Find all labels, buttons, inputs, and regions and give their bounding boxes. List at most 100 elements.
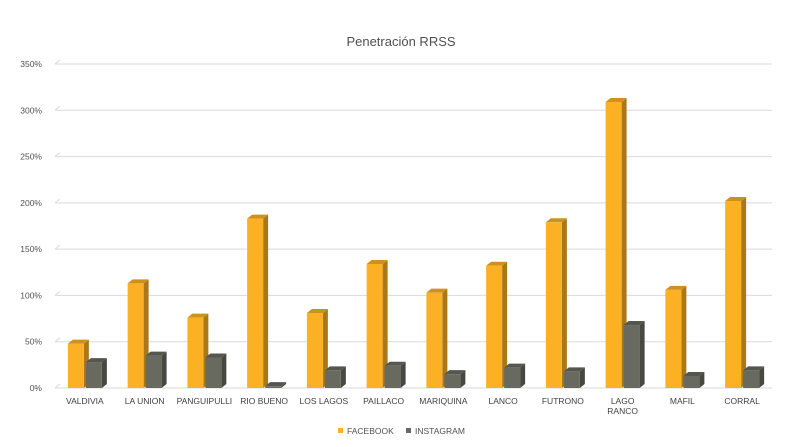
bar-side: [681, 285, 687, 388]
bar-top: [265, 382, 287, 387]
bar-instagram-mariquina: [444, 370, 466, 388]
gridline-depth: [54, 291, 61, 296]
x-tick-label: PAILLACO: [363, 396, 404, 406]
bar-top: [743, 366, 765, 371]
gridline-depth: [54, 383, 61, 389]
gridline-depth: [54, 337, 61, 343]
gridlines: [54, 59, 772, 389]
x-tick-label: LAGO RANCO: [607, 396, 638, 416]
bar-instagram-la-union: [145, 351, 167, 388]
bar-top: [187, 313, 209, 318]
legend-label: INSTAGRAM: [415, 426, 465, 436]
bar-top: [444, 370, 466, 375]
y-tick-label: 350%: [20, 59, 42, 69]
bar-front: [384, 365, 401, 388]
gridline-depth: [54, 244, 61, 250]
bar-front: [486, 265, 503, 388]
bar-facebook-los-lagos: [306, 309, 328, 388]
bar-facebook-mariquina: [426, 288, 448, 388]
bar-front: [725, 201, 742, 388]
bar-side: [101, 358, 107, 388]
bar-facebook-valdivia: [67, 339, 89, 388]
bar-side: [442, 288, 448, 388]
y-tick-label: 100%: [20, 290, 42, 300]
bar-instagram-rio-bueno: [265, 382, 287, 388]
bar-instagram-lago-ranco: [623, 321, 645, 388]
bar-instagram-paillaco: [384, 361, 406, 388]
x-tick-label: RIO BUENO: [240, 396, 288, 406]
bar-instagram-corral: [743, 366, 765, 388]
bar-front: [366, 263, 383, 388]
y-axis-ticks: 0% 50% 100% 150% 200% 250% 300% 350%: [20, 59, 42, 393]
bar-top: [384, 361, 406, 366]
bar-instagram-los-lagos: [324, 366, 346, 388]
bar-top: [665, 285, 687, 290]
x-tick-label: PANGUIPULLI: [177, 396, 233, 406]
bar-front: [683, 375, 700, 388]
bar-front: [306, 313, 323, 388]
gridline-depth: [54, 59, 61, 65]
bar-top: [85, 358, 107, 363]
bar-side: [639, 321, 645, 388]
bar-side: [520, 363, 526, 388]
bar-side: [741, 197, 747, 388]
bar-front: [67, 343, 84, 388]
legend: FACEBOOK INSTAGRAM: [338, 426, 465, 436]
x-tick-label: CORRAL: [724, 396, 760, 406]
bar-front: [324, 370, 341, 388]
gridline-depth: [54, 105, 61, 111]
bar-facebook-lago-ranco: [605, 97, 627, 388]
bar-top: [504, 363, 526, 368]
bar-front: [247, 218, 264, 388]
bar-front: [205, 357, 222, 388]
bar-facebook-mafil: [665, 285, 687, 388]
bar-front: [545, 222, 562, 388]
bar-front: [605, 101, 622, 388]
bar-top: [366, 259, 388, 264]
bars: [67, 97, 765, 388]
bar-front: [623, 325, 640, 388]
bar-side: [759, 366, 765, 388]
bar-side: [502, 261, 508, 388]
x-tick-label: LA UNION: [125, 396, 165, 406]
bar-top: [623, 321, 645, 326]
bar-front: [665, 289, 682, 388]
x-tick-label: MARIQUINA: [419, 396, 468, 406]
legend-swatch: [406, 428, 411, 433]
bar-top: [683, 371, 705, 376]
x-tick-label: LANCO: [488, 396, 518, 406]
legend-label: FACEBOOK: [347, 426, 394, 436]
bar-top: [725, 197, 747, 202]
legend-swatch: [338, 428, 343, 433]
bar-side: [281, 382, 287, 388]
bar-instagram-valdivia: [85, 358, 107, 388]
chart-title: Penetración RRSS: [346, 34, 455, 49]
bar-top: [205, 353, 227, 358]
bar-front: [145, 355, 162, 388]
bar-top: [127, 279, 149, 284]
bar-instagram-mafil: [683, 371, 705, 388]
bar-facebook-la-union: [127, 279, 149, 388]
bar-side: [161, 351, 167, 388]
bar-side: [400, 361, 406, 388]
x-axis-labels: VALDIVIA LA UNION PANGUIPULLI RIO BUENO LOS …: [66, 396, 760, 416]
y-tick-label: 50%: [25, 337, 42, 347]
x-tick-label: VALDIVIA: [66, 396, 104, 406]
bar-top: [67, 339, 89, 344]
bar-facebook-panguipulli: [187, 313, 209, 388]
x-tick-label: LOS LAGOS: [300, 396, 349, 406]
bar-top: [145, 351, 167, 356]
bar-front: [563, 371, 580, 388]
y-tick-label: 300%: [20, 105, 42, 115]
bar-side: [322, 309, 328, 388]
bar-instagram-panguipulli: [205, 353, 227, 388]
bar-side: [621, 97, 627, 388]
bar-top: [486, 261, 508, 266]
bar-front: [743, 370, 760, 388]
y-tick-label: 250%: [20, 152, 42, 162]
bar-top: [324, 366, 346, 371]
bar-top: [563, 367, 585, 372]
gridline-depth: [54, 152, 61, 157]
bar-facebook-paillaco: [366, 259, 388, 388]
bar-top: [306, 309, 328, 314]
